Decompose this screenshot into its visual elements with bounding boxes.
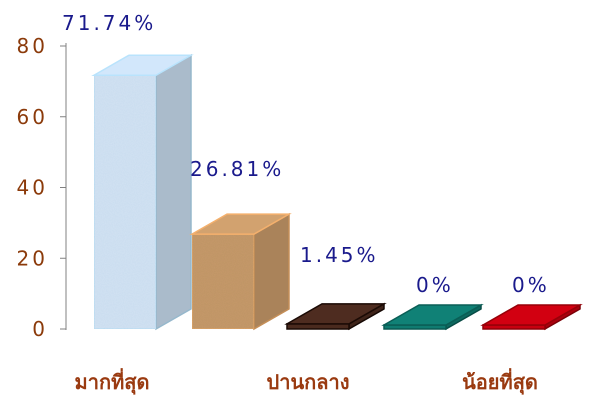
- category-label: น้อยที่สุด: [462, 367, 538, 395]
- y-tick-label: 40: [17, 176, 48, 200]
- y-tick-label: 20: [17, 246, 48, 270]
- bar: [480, 303, 583, 331]
- y-tick-label: 0: [32, 317, 48, 341]
- data-label: 71.74%: [62, 11, 156, 35]
- y-tick: 40: [17, 176, 66, 200]
- y-tick-label: 80: [17, 34, 48, 58]
- data-label: 0%: [416, 273, 454, 297]
- bar: [189, 212, 292, 331]
- y-tick: 60: [17, 105, 66, 129]
- bar: [381, 303, 484, 331]
- y-tick: 80: [17, 34, 66, 58]
- data-label: 0%: [512, 273, 550, 297]
- category-label: มากที่สุด: [75, 367, 150, 395]
- y-tick: 0: [32, 317, 66, 341]
- y-tick: 20: [17, 246, 66, 270]
- data-label: 26.81%: [190, 157, 284, 181]
- category-label: ปานกลาง: [267, 370, 350, 394]
- y-tick-label: 60: [17, 105, 48, 129]
- data-label: 1.45%: [300, 243, 379, 267]
- bar: [91, 53, 194, 331]
- bar: [284, 302, 387, 331]
